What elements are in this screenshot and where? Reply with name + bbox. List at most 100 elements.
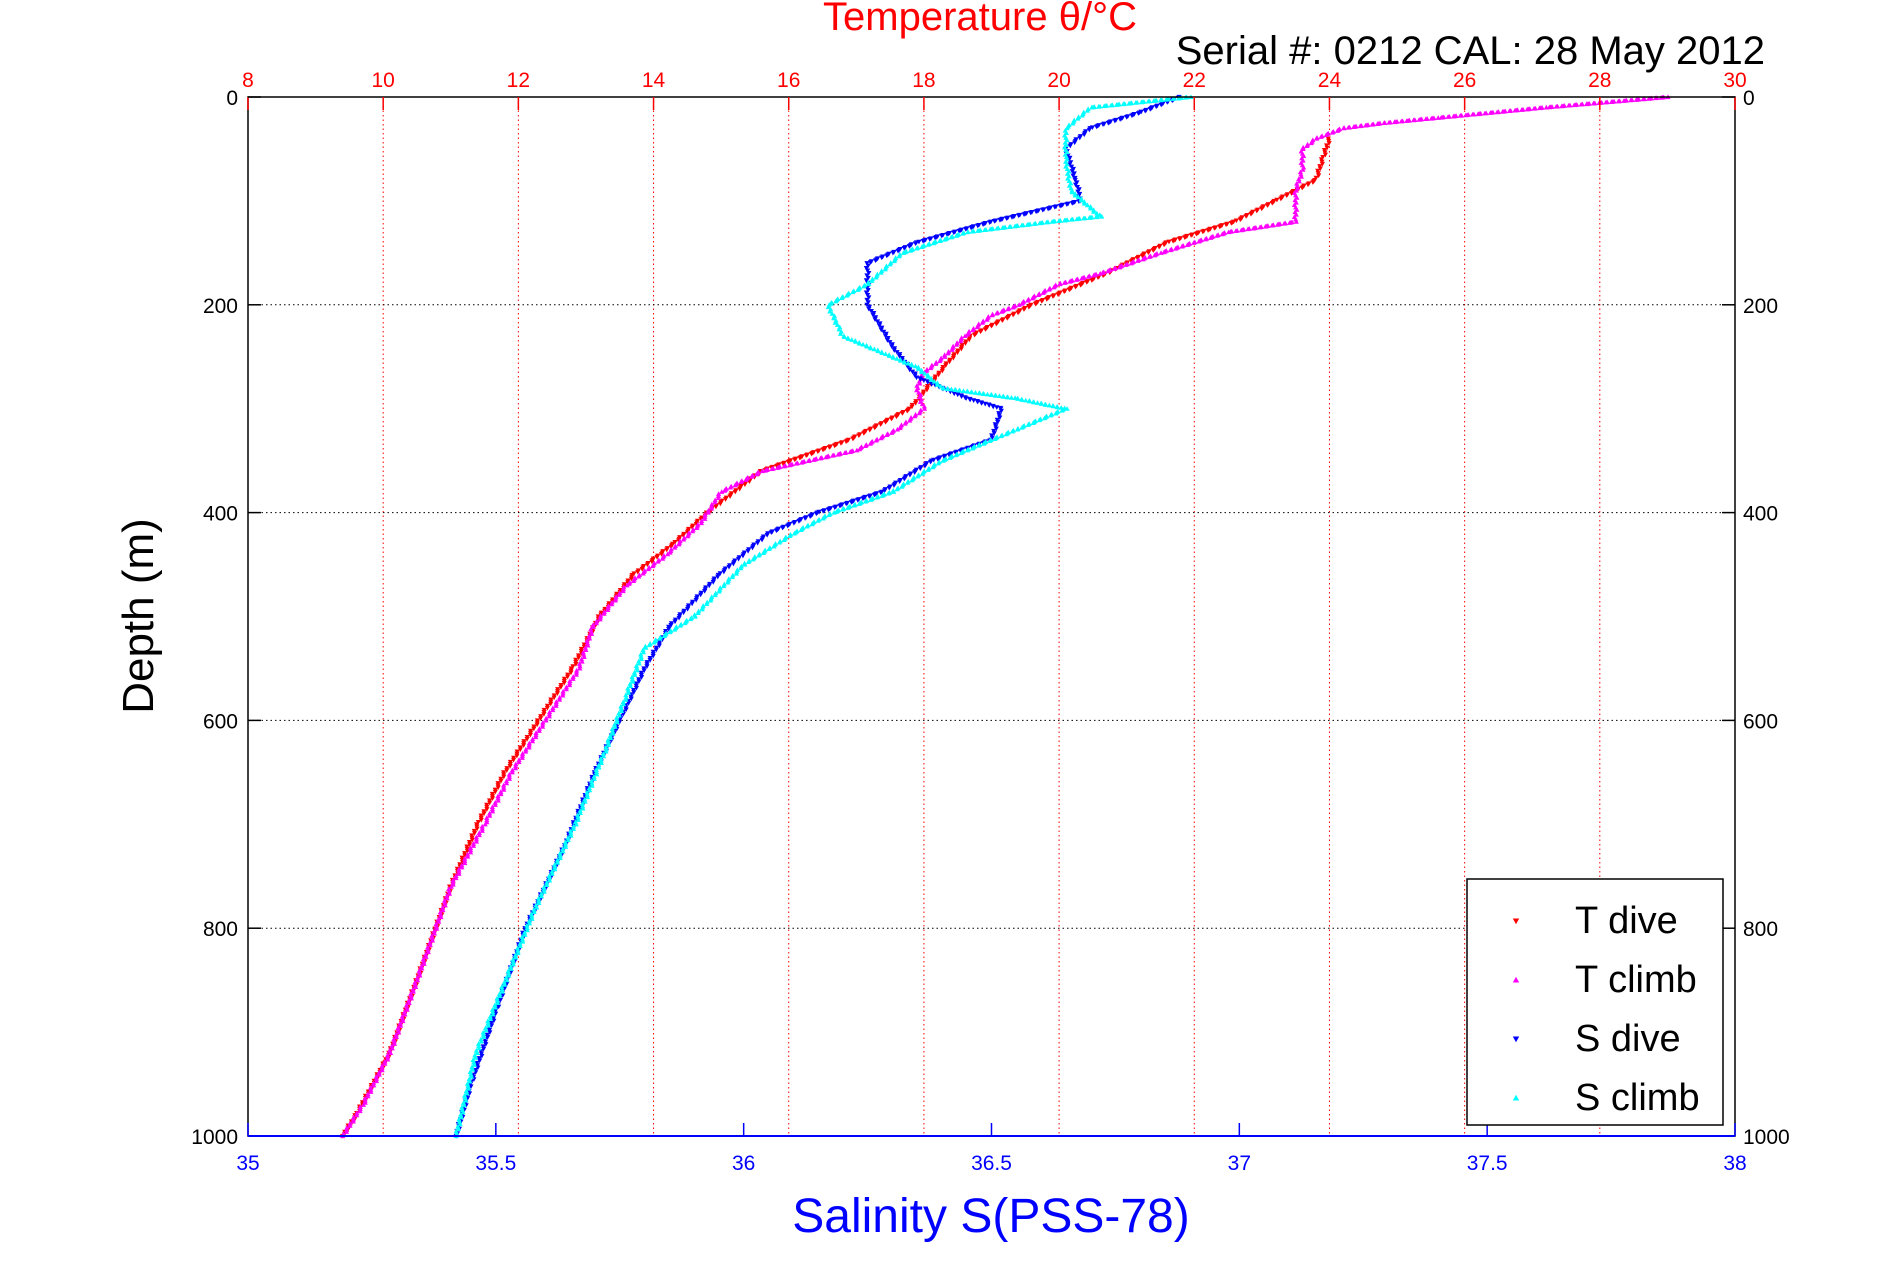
data-point-s-dive [997,217,1003,223]
data-point-s-dive [672,619,678,625]
data-point-s-climb [610,728,616,734]
salinity-tick-label: 37.5 [1467,1152,1508,1175]
data-point-s-dive [1117,117,1123,122]
data-point-s-climb [776,539,782,545]
data-point-s-climb [699,606,705,612]
data-point-s-climb [1046,402,1052,408]
data-point-s-climb [977,390,983,396]
data-point-t-climb [949,347,955,352]
depth-tick-label-right: 600 [1743,710,1778,733]
data-point-t-dive [1032,301,1039,307]
data-point-s-dive [896,479,903,485]
data-point-t-dive [534,722,540,728]
data-point-s-dive [710,580,716,585]
data-point-t-dive [672,540,678,545]
data-point-t-dive [954,350,961,356]
data-point-s-climb [568,830,574,836]
data-point-t-climb [1308,140,1314,146]
data-point-s-dive [927,237,933,242]
data-point-s-dive [693,597,699,603]
data-point-s-climb [474,1050,480,1055]
data-point-t-climb [547,709,553,715]
data-point-t-dive [882,419,889,425]
data-point-t-climb [550,705,556,711]
data-point-t-climb [1123,262,1129,267]
data-point-t-climb [344,1125,350,1130]
data-point-s-dive [639,675,645,680]
data-point-t-climb [1566,102,1572,108]
data-point-s-climb [512,952,518,958]
data-point-s-dive [1033,209,1039,215]
data-point-s-climb [524,923,530,928]
data-point-s-climb [605,737,611,743]
data-point-s-dive [488,1020,494,1026]
data-point-t-climb [702,514,708,519]
data-point-t-climb [586,635,593,641]
data-point-t-climb [738,479,744,485]
data-point-t-dive [867,427,873,433]
data-point-s-dive [735,556,742,562]
data-point-s-climb [1093,214,1099,220]
data-point-t-climb [1482,110,1488,116]
data-point-t-climb [1067,278,1073,284]
data-point-t-climb [408,993,414,999]
data-point-t-climb [811,457,817,462]
data-point-t-climb [410,986,416,992]
data-point-s-dive [872,258,879,264]
data-point-s-climb [560,848,566,854]
legend-box [1466,878,1724,1126]
data-point-t-dive [780,461,786,467]
data-point-s-climb [607,733,613,738]
data-point-t-climb [557,694,563,700]
data-point-t-climb [519,755,525,760]
data-point-s-dive [863,266,869,271]
data-point-s-climb [629,676,636,682]
data-point-s-climb [687,616,694,622]
data-point-t-climb [385,1056,391,1062]
data-point-t-dive [489,796,496,801]
data-point-s-climb [557,855,563,861]
data-point-t-dive [628,576,634,582]
data-point-t-climb [577,665,583,671]
data-point-s-dive [1064,202,1070,207]
data-point-s-climb [614,719,620,725]
data-point-s-climb [695,610,701,615]
data-point-s-climb [478,1038,484,1044]
data-point-s-climb [885,490,891,496]
data-point-t-dive [1139,253,1145,259]
data-point-t-dive [1188,233,1194,238]
data-point-t-climb [382,1061,388,1066]
data-point-t-climb [396,1029,402,1035]
data-point-s-climb [506,973,512,978]
data-point-t-climb [609,601,615,607]
data-point-t-climb [418,963,425,969]
data-point-s-climb [623,692,629,698]
data-point-s-climb [855,287,861,292]
data-point-t-climb [1057,281,1063,287]
data-point-t-climb [576,661,583,666]
data-point-t-climb [573,672,579,677]
data-point-s-climb [593,767,599,772]
data-point-s-climb [485,1023,491,1028]
data-point-t-climb [476,832,482,838]
data-point-s-climb [464,1081,471,1086]
data-point-t-climb [705,510,711,515]
data-point-t-climb [1274,222,1281,227]
salinity-tick-label: 35.5 [475,1152,516,1175]
data-point-t-climb [408,995,415,1001]
data-point-t-dive [1259,206,1265,212]
data-point-s-climb [856,501,862,506]
data-point-t-climb [762,467,768,473]
data-point-s-climb [557,850,563,856]
depth-tick-label-right: 400 [1743,503,1778,526]
data-point-s-climb [612,724,618,729]
data-point-t-climb [437,909,443,915]
data-point-s-dive [759,537,765,543]
data-point-s-dive [481,1046,487,1052]
data-point-t-dive [1211,226,1218,231]
data-point-t-dive [838,441,844,446]
data-point-s-dive [633,685,640,691]
data-point-s-climb [1019,397,1025,402]
data-point-s-climb [1005,394,1011,400]
